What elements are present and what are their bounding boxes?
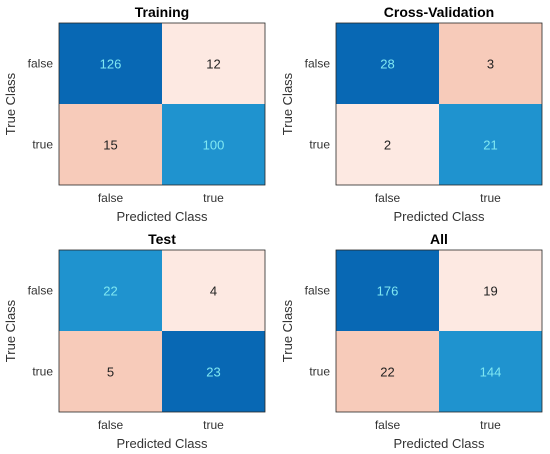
cell-value: 126 — [100, 57, 122, 72]
cell-value: 15 — [103, 138, 117, 153]
panel-title: Test — [148, 231, 176, 247]
x-tick-label: true — [480, 191, 501, 205]
cell-value: 4 — [210, 284, 217, 299]
y-tick-label: true — [32, 138, 53, 152]
panel-title: Training — [135, 4, 189, 20]
panel-title: Cross-Validation — [384, 4, 494, 20]
cell-value: 22 — [103, 284, 117, 299]
cell-value: 23 — [206, 365, 220, 380]
panel-frame — [58, 22, 266, 186]
y-axis-label: True Class — [280, 299, 295, 362]
matrix-cell — [59, 104, 162, 185]
x-axis-label: Predicted Class — [116, 209, 208, 224]
x-axis-label: Predicted Class — [116, 436, 208, 451]
y-axis-label: True Class — [3, 299, 18, 362]
y-tick-label: true — [309, 365, 330, 379]
matrix-cell — [336, 104, 439, 185]
x-tick-label: true — [203, 418, 224, 432]
matrix-cell — [162, 23, 265, 104]
x-axis-label: Predicted Class — [393, 209, 485, 224]
matrix-cell — [162, 331, 265, 412]
panel-frame — [58, 249, 266, 413]
cell-value: 12 — [206, 57, 220, 72]
cell-value: 144 — [480, 365, 502, 380]
y-axis-label: True Class — [3, 72, 18, 135]
cell-value: 176 — [377, 284, 399, 299]
y-tick-label: true — [32, 365, 53, 379]
x-tick-label: true — [203, 191, 224, 205]
y-tick-label: true — [309, 138, 330, 152]
y-tick-label: false — [305, 284, 331, 298]
panel-frame — [335, 249, 543, 413]
matrix-cell — [439, 331, 542, 412]
y-tick-label: false — [305, 57, 331, 71]
x-axis-label: Predicted Class — [393, 436, 485, 451]
cell-value: 2 — [384, 138, 391, 153]
matrix-cell — [162, 250, 265, 331]
x-tick-label: false — [375, 418, 401, 432]
cell-value: 3 — [487, 57, 494, 72]
confusion-panel: 22 4 5 23 Test false true false true Predicted Cl… — [3, 231, 266, 451]
matrix-cell — [59, 250, 162, 331]
matrix-cell — [336, 23, 439, 104]
cell-value: 5 — [107, 365, 114, 380]
matrix-cell — [336, 250, 439, 331]
matrix-cell — [439, 250, 542, 331]
x-tick-label: false — [375, 191, 401, 205]
matrix-cell — [439, 104, 542, 185]
cell-value: 100 — [203, 138, 225, 153]
confusion-panel: 176 19 22 144 All false true false true Predicted… — [280, 231, 543, 451]
matrix-cell — [439, 23, 542, 104]
cell-value: 21 — [483, 138, 497, 153]
panel-title: All — [430, 231, 448, 247]
x-tick-label: true — [480, 418, 501, 432]
x-tick-label: false — [98, 418, 124, 432]
x-tick-label: false — [98, 191, 124, 205]
matrix-cell — [162, 104, 265, 185]
matrix-cell — [336, 331, 439, 412]
y-tick-label: false — [28, 284, 54, 298]
cell-value: 28 — [380, 57, 394, 72]
cell-value: 22 — [380, 365, 394, 380]
y-axis-label: True Class — [280, 72, 295, 135]
matrix-cell — [59, 23, 162, 104]
y-tick-label: false — [28, 57, 54, 71]
confusion-panel: 126 12 15 100 Training false true false true Pred… — [3, 4, 266, 224]
panel-frame — [335, 22, 543, 186]
cell-value: 19 — [483, 284, 497, 299]
confusion-panel: 28 3 2 21 Cross-Validation false true false true… — [280, 4, 543, 224]
matrix-cell — [59, 331, 162, 412]
